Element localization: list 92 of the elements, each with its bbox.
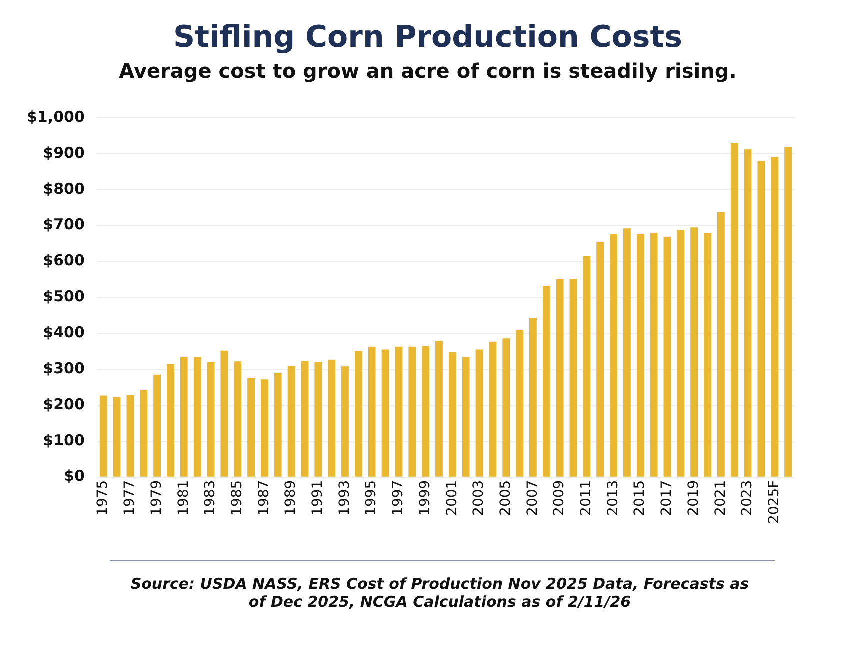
x-tick-label: 2003	[471, 480, 488, 516]
x-tick-label: 1981	[176, 480, 192, 516]
bar	[180, 356, 188, 477]
bar	[530, 318, 537, 477]
bar	[704, 232, 712, 477]
bar	[328, 360, 336, 477]
x-tick-label: 2013	[605, 480, 622, 516]
x-tick-label: 2017	[659, 480, 676, 516]
x-tick-label: 2001	[444, 480, 460, 516]
bar	[100, 396, 108, 477]
bar	[650, 232, 658, 477]
bar	[771, 157, 779, 477]
x-tick-label: 2009	[552, 480, 568, 516]
bar	[730, 144, 738, 477]
x-tick-label: 2011	[578, 480, 595, 516]
bar	[690, 228, 698, 477]
chart-subtitle: Average cost to grow an acre of corn is steadily rising.	[118, 59, 738, 83]
bar	[623, 228, 631, 477]
bar	[288, 366, 296, 477]
y-tick-label: $300	[43, 359, 85, 378]
bar	[744, 150, 752, 477]
x-tick-label: 1985	[229, 480, 246, 516]
bar	[113, 397, 121, 477]
source-note: Source: USDA NASS, ERS Cost of Production Nov 2025 Data, Forecasts as of Dec 2025, NCGA Calculations as of 2/11/26	[130, 575, 750, 611]
chart-title: Stifling Corn Production Costs	[172, 19, 684, 55]
y-tick-label: $700	[43, 216, 85, 234]
y-tick-label: $800	[43, 180, 85, 198]
bar	[314, 362, 322, 477]
bar	[502, 338, 510, 477]
bar	[274, 373, 282, 477]
y-tick-label: $1,000	[26, 108, 85, 126]
bar	[408, 346, 416, 477]
x-tick-label: 1977	[122, 480, 138, 516]
x-tick-label: 2015	[632, 480, 648, 516]
y-tick-label: $400	[43, 323, 85, 342]
bar	[636, 234, 644, 477]
x-tick-label: 1999	[417, 480, 434, 516]
x-tick-label: 1991	[310, 480, 326, 516]
x-tick-label: 1993	[336, 480, 353, 516]
bar	[301, 361, 309, 477]
y-tick-label: $900	[43, 144, 85, 162]
bar	[261, 380, 268, 477]
y-tick-label: $100	[43, 431, 85, 450]
bar	[717, 212, 725, 477]
bar	[758, 161, 766, 477]
x-tick-label: 1995	[364, 480, 380, 516]
x-tick-label: 2023	[740, 480, 756, 516]
bar	[422, 346, 430, 477]
bar	[556, 278, 564, 477]
bar	[542, 286, 550, 477]
x-tick-label: 1987	[256, 480, 272, 516]
bar	[516, 330, 524, 477]
bar	[476, 350, 484, 477]
bar	[596, 242, 604, 477]
bar	[248, 378, 255, 477]
bar	[342, 366, 349, 477]
bar	[207, 362, 215, 477]
bar	[583, 256, 591, 477]
bar	[382, 350, 390, 477]
bar	[570, 278, 578, 477]
y-tick-label: $200	[43, 395, 85, 414]
x-tick-label: 2007	[524, 480, 541, 516]
bar	[784, 147, 792, 477]
bar	[462, 357, 470, 477]
bar	[354, 351, 362, 477]
bar	[368, 346, 376, 477]
bar	[140, 390, 148, 477]
bar	[395, 346, 403, 477]
bar	[448, 352, 456, 477]
x-tick-label: 1983	[202, 480, 219, 516]
bar	[677, 230, 685, 477]
y-tick-label: $0	[64, 467, 85, 486]
x-tick-label: 2021	[712, 480, 729, 516]
x-tick-label: 1975	[95, 480, 112, 516]
x-tick-label: 1997	[390, 480, 407, 516]
x-tick-label: 2025F	[766, 480, 783, 524]
bar	[194, 356, 202, 477]
bar	[664, 236, 672, 477]
bar	[234, 362, 242, 477]
x-tick-label: 1989	[283, 480, 300, 516]
bar	[610, 234, 618, 477]
x-tick-label: 2005	[498, 480, 514, 516]
x-tick-label: 2019	[686, 480, 702, 516]
bar	[489, 342, 497, 477]
y-tick-label: $600	[43, 252, 85, 270]
bar	[154, 374, 161, 477]
bar	[126, 395, 134, 477]
x-tick-label: 1979	[148, 480, 165, 516]
bar	[220, 350, 228, 477]
bar	[167, 364, 174, 477]
bar	[436, 341, 443, 477]
y-tick-label: $500	[43, 288, 85, 306]
